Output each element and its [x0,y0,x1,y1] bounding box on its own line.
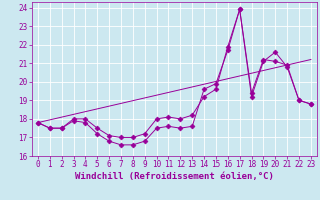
X-axis label: Windchill (Refroidissement éolien,°C): Windchill (Refroidissement éolien,°C) [75,172,274,181]
